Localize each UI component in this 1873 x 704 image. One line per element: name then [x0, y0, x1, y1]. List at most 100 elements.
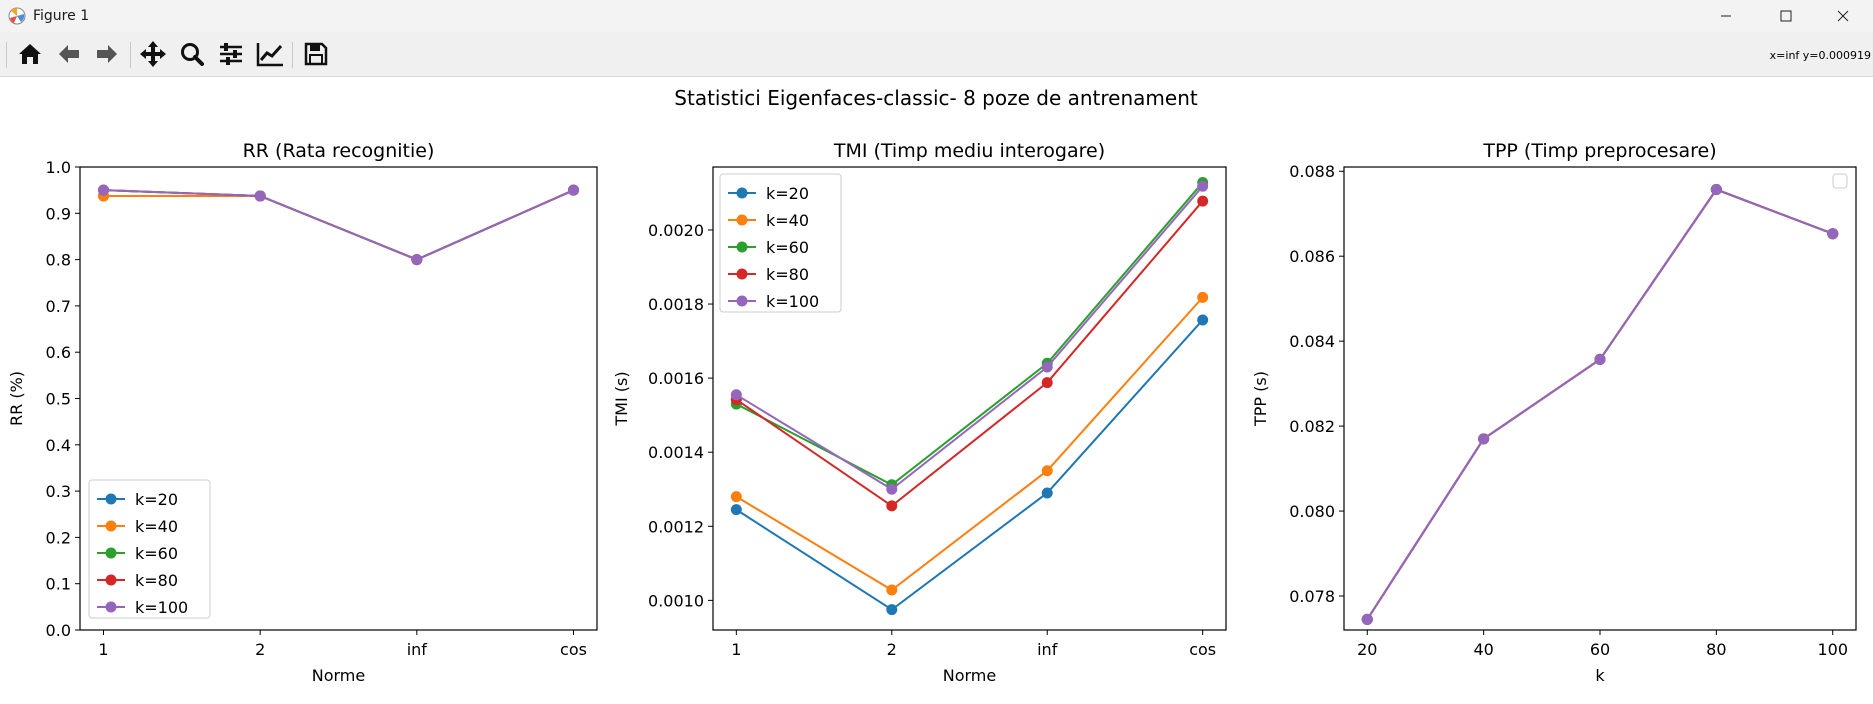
legend-marker	[105, 574, 117, 586]
y-tick-label: 0.0010	[648, 591, 704, 610]
y-tick-label: 0.0018	[648, 295, 704, 314]
x-tick-label: 80	[1706, 640, 1726, 659]
legend-box	[88, 479, 211, 619]
data-point-series-5	[1478, 433, 1490, 445]
toolbar-separator	[130, 42, 131, 68]
x-axis-label: k	[1595, 666, 1605, 685]
y-tick-label: 0.082	[1289, 417, 1335, 436]
legend-label: k=100	[135, 598, 188, 617]
series-line-5	[735, 185, 1204, 491]
data-point-series-5	[1710, 184, 1722, 196]
x-tick-label: 1	[98, 640, 108, 659]
y-tick-label: 0.086	[1289, 247, 1335, 266]
series-line-4	[735, 200, 1204, 508]
back-arrow-icon	[59, 45, 79, 63]
x-tick-label: 2	[887, 640, 897, 659]
figure-svg: Statistici Eigenfaces-classic- 8 poze de…	[7, 86, 1857, 685]
data-point-series-1	[886, 604, 898, 616]
maximize-icon	[1780, 10, 1792, 22]
legend-marker	[736, 214, 748, 226]
axes-title: TMI (Timp mediu interogare)	[833, 140, 1105, 162]
axes-frame	[1343, 166, 1857, 631]
data-point-series-5	[568, 184, 579, 196]
data-point-series-1	[1197, 314, 1209, 326]
y-tick-label: 0.0	[46, 621, 71, 640]
x-axis-label: Norme	[943, 666, 996, 685]
axes-title: RR (Rata recognitie)	[243, 140, 435, 162]
series-line-1	[1366, 188, 1834, 620]
y-tick-label: 0.5	[46, 390, 71, 409]
legend-box	[719, 173, 842, 313]
y-tick-label: 0.0012	[648, 517, 704, 536]
axes-title: TPP (Timp preprocesare)	[1482, 140, 1716, 162]
y-tick-label: 0.088	[1289, 162, 1335, 181]
data-point-series-4	[1041, 377, 1053, 389]
data-point-series-5	[1361, 613, 1373, 625]
legend-marker	[105, 493, 117, 505]
series-line-2	[103, 189, 574, 261]
data-point-series-1	[730, 504, 742, 516]
home-button[interactable]	[14, 38, 46, 70]
legend-marker	[105, 547, 117, 559]
pan-move-icon	[140, 41, 166, 67]
save-button[interactable]	[300, 38, 332, 70]
close-button[interactable]	[1820, 0, 1866, 32]
back-button[interactable]	[53, 38, 85, 70]
y-tick-label: 0.080	[1289, 502, 1335, 521]
configure-subplots-button[interactable]	[215, 38, 247, 70]
y-tick-label: 1.0	[46, 158, 71, 177]
legend-label: k=60	[135, 544, 178, 563]
data-point-series-2	[1197, 291, 1209, 303]
figure-canvas[interactable]: Statistici Eigenfaces-classic- 8 poze de…	[0, 77, 1873, 700]
y-tick-label: 0.084	[1289, 332, 1335, 351]
y-tick-label: 0.2	[46, 528, 71, 547]
close-icon	[1837, 10, 1849, 22]
window-titlebar: Figure 1	[0, 0, 1873, 32]
toolbar-separator	[292, 42, 293, 68]
legend-marker	[105, 520, 117, 532]
x-tick-label: 20	[1357, 640, 1377, 659]
data-point-series-5	[254, 190, 266, 202]
y-tick-label: 0.078	[1289, 587, 1335, 606]
configure-subplots-icon	[220, 43, 242, 65]
x-tick-label: cos	[560, 640, 587, 659]
navigation-toolbar: x=inf y=0.000919	[0, 32, 1873, 77]
y-tick-label: 0.9	[46, 204, 71, 223]
pan-button[interactable]	[137, 38, 169, 70]
data-point-series-5	[1594, 353, 1606, 365]
y-tick-label: 0.0020	[648, 221, 704, 240]
legend-label: k=80	[135, 571, 178, 590]
toolbar-separator	[6, 42, 7, 68]
series-line-2	[735, 296, 1204, 592]
zoom-icon	[181, 43, 204, 66]
data-point-series-2	[1041, 465, 1053, 477]
series-line-5	[1366, 188, 1834, 620]
maximize-button[interactable]	[1763, 0, 1809, 32]
legend-label: k=20	[766, 184, 809, 203]
legend-marker	[736, 268, 748, 280]
series-line-4	[1366, 188, 1834, 620]
series-line-3	[735, 181, 1204, 486]
legend-label: k=80	[766, 265, 809, 284]
edit-axis-button[interactable]	[254, 38, 286, 70]
edit-axis-icon	[256, 43, 283, 67]
x-tick-label: 1	[731, 640, 741, 659]
y-tick-label: 0.3	[46, 482, 71, 501]
y-tick-label: 0.0014	[648, 443, 704, 462]
x-tick-label: inf	[1037, 640, 1058, 659]
series-line-5	[103, 189, 574, 261]
forward-button[interactable]	[91, 38, 123, 70]
series-line-3	[1366, 188, 1834, 620]
legend-marker	[736, 241, 748, 253]
zoom-button[interactable]	[176, 38, 208, 70]
x-tick-label: 60	[1590, 640, 1610, 659]
axes-frame	[712, 166, 1227, 631]
x-tick-label: cos	[1189, 640, 1216, 659]
data-point-series-5	[1197, 180, 1209, 192]
y-tick-label: 0.6	[46, 343, 71, 362]
y-axis-label: TPP (s)	[1251, 371, 1270, 427]
home-icon	[19, 44, 41, 64]
minimize-button[interactable]	[1703, 0, 1749, 32]
data-point-series-2	[730, 491, 742, 503]
data-point-series-5	[1041, 361, 1053, 373]
